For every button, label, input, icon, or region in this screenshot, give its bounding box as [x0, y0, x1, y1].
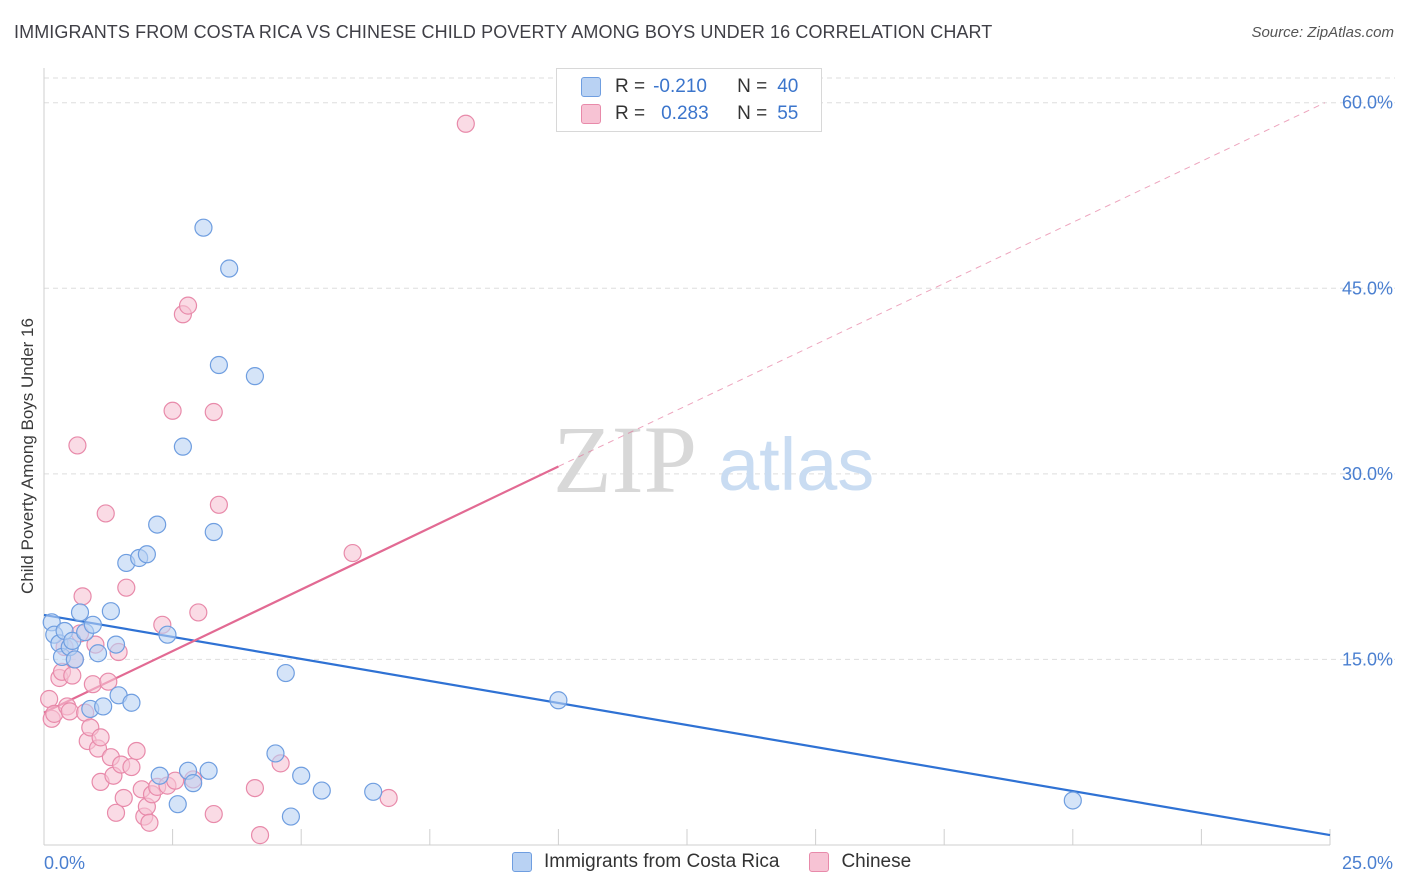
y-tick-label: 15.0%	[1342, 649, 1393, 669]
legend-r-value: 0.283	[661, 103, 709, 124]
costa-rica-point	[245, 367, 265, 386]
legend-swatch-costa-rica	[581, 77, 601, 97]
costa-rica-point	[88, 644, 108, 663]
legend-n-value: 40	[777, 76, 799, 97]
costa-rica-point	[150, 766, 169, 785]
costa-rica-point	[281, 807, 301, 826]
chinese-point	[204, 804, 223, 824]
costa-rica-point	[173, 437, 192, 456]
costa-rica-point	[1063, 791, 1082, 810]
grid-lines	[44, 77, 1395, 660]
chinese-point	[122, 757, 141, 777]
series-name-chinese: Chinese	[841, 851, 912, 872]
costa-rica-point	[266, 744, 285, 763]
watermark: ZIP atlas	[553, 406, 874, 513]
chinese-point	[68, 436, 87, 455]
costa-rica-point	[364, 782, 383, 801]
series-swatch-chinese	[809, 852, 830, 872]
chinese-point	[379, 788, 398, 808]
costa-rica-point	[292, 766, 311, 785]
legend-row-chinese: R = 0.283 N = 55	[581, 102, 798, 126]
costa-rica-point	[194, 218, 213, 237]
costa-rica-point	[83, 615, 102, 634]
x-tick-label: 25.0%	[1342, 853, 1393, 873]
chinese-point	[250, 826, 270, 845]
costa-rica-point	[122, 693, 141, 712]
data-points	[40, 114, 1082, 845]
costa-rica-point	[204, 522, 223, 542]
legend-row-costa-rica: R = -0.210 N = 40	[581, 75, 798, 99]
costa-rica-point	[220, 259, 239, 278]
legend-r-label: R =	[615, 103, 646, 124]
costa-rica-point	[168, 795, 187, 814]
y-tick-label: 30.0%	[1342, 464, 1393, 484]
legend-n-label: N =	[737, 103, 768, 124]
costa-rica-point	[184, 774, 203, 793]
chinese-point	[73, 587, 92, 606]
watermark-zip: ZIP	[553, 406, 697, 513]
y-tick-label: 45.0%	[1342, 278, 1393, 298]
costa-rica-point	[106, 635, 126, 654]
trend-lines	[43, 102, 1331, 837]
costa-rica-point	[65, 650, 84, 669]
legend-r-value: -0.210	[653, 76, 707, 97]
y-tick-label: 60.0%	[1342, 93, 1393, 113]
chinese-point	[96, 504, 115, 523]
watermark-atlas: atlas	[718, 423, 874, 506]
chinese-point	[245, 778, 265, 798]
chinese-point	[83, 675, 102, 694]
chinese-point	[178, 296, 198, 315]
chinese-point	[99, 672, 118, 691]
series-legend-chinese: Chinese	[809, 851, 911, 873]
costa-rica-point	[148, 515, 167, 534]
chinese-point	[189, 603, 208, 622]
chinese-point	[114, 788, 133, 808]
costa-rica-point	[199, 761, 218, 780]
series-swatch-costa-rica	[512, 852, 532, 872]
costa-rica-point	[101, 602, 120, 621]
chinese-point	[106, 803, 126, 822]
costa-rica-point	[70, 603, 90, 622]
chinese-point	[63, 666, 82, 685]
series-legend: Immigrants from Costa Rica Chinese	[512, 851, 941, 873]
x-tick-label: 0.0%	[44, 853, 85, 873]
chinese-point	[204, 402, 223, 422]
chinese-point	[127, 741, 146, 761]
costa-rica-trend-line	[43, 613, 1331, 837]
chinese-point	[117, 578, 136, 597]
series-legend-costa-rica: Immigrants from Costa Rica	[512, 851, 779, 873]
y-axis-label: Child Poverty Among Boys Under 16	[18, 318, 37, 594]
costa-rica-point	[312, 781, 331, 800]
costa-rica-point	[137, 545, 156, 564]
chinese-point	[163, 401, 182, 420]
chinese-trend-extension	[558, 102, 1326, 467]
chart-title: IMMIGRANTS FROM COSTA RICA VS CHINESE CH…	[14, 22, 993, 42]
legend-swatch-chinese	[581, 104, 601, 124]
tick-labels: 15.0% 30.0% 45.0% 60.0% 0.0% 25.0%	[44, 93, 1393, 873]
costa-rica-point	[158, 625, 177, 644]
chinese-trend-line	[43, 465, 559, 714]
legend-n-value: 55	[777, 103, 799, 124]
costa-rica-point	[63, 631, 82, 650]
costa-rica-point	[209, 355, 228, 375]
chinese-point	[209, 495, 228, 514]
source-label: Source: ZipAtlas.com	[1251, 24, 1394, 41]
chinese-point	[343, 543, 362, 563]
legend: R = -0.210 N = 40 R = 0.283 N = 55	[556, 68, 822, 132]
series-name-costa-rica: Immigrants from Costa Rica	[544, 851, 780, 872]
chinese-point	[140, 813, 159, 832]
costa-rica-point	[549, 691, 568, 710]
chinese-point	[60, 702, 79, 721]
legend-n-label: N =	[737, 76, 768, 97]
costa-rica-point	[94, 697, 113, 716]
chinese-point	[456, 114, 475, 133]
legend-r-label: R =	[615, 76, 646, 97]
chinese-point	[91, 728, 110, 747]
costa-rica-point	[276, 663, 295, 683]
